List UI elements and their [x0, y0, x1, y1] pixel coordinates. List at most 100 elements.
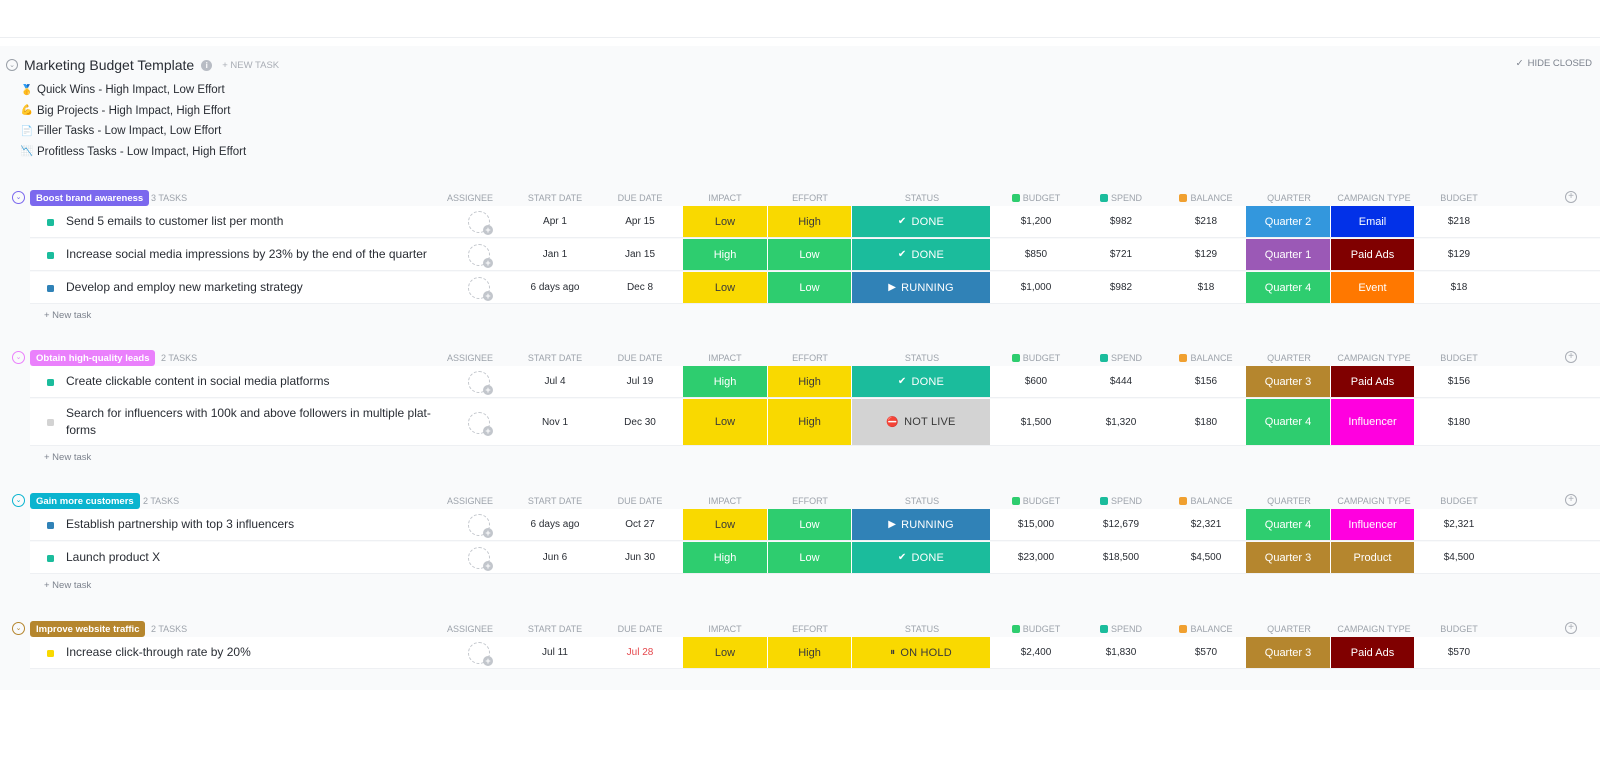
assignee-avatar-icon[interactable]: + [468, 211, 493, 235]
assignee-avatar-icon[interactable]: + [468, 411, 493, 436]
column-header-assignee[interactable]: ASSIGNEE [430, 496, 510, 506]
column-header-assignee[interactable]: ASSIGNEE [430, 353, 510, 363]
column-header-spend[interactable]: SPEND [1081, 193, 1161, 203]
budget-cell[interactable]: $2,400 [1020, 647, 1052, 658]
info-icon[interactable]: i [201, 59, 213, 71]
balance-cell[interactable]: $129 [1194, 249, 1218, 260]
impact-cell[interactable]: Low [683, 509, 768, 540]
spend-cell[interactable]: $12,679 [1102, 519, 1140, 530]
effort-cell[interactable]: Low [768, 542, 852, 573]
impact-cell[interactable]: Low [683, 206, 768, 237]
column-header-impact[interactable]: IMPACT [685, 496, 765, 506]
column-header-assignee[interactable]: ASSIGNEE [430, 193, 510, 203]
hide-closed-toggle[interactable]: ✓ HIDE CLOSED [1516, 58, 1592, 69]
effort-cell[interactable]: Low [768, 272, 852, 303]
column-header-budget[interactable]: BUDGET [996, 496, 1076, 506]
column-header-campaign-type[interactable]: CAMPAIGN TYPE [1334, 353, 1414, 363]
task-name[interactable]: Increase click-through rate by 20% [66, 644, 251, 661]
column-header-start-date[interactable]: START DATE [515, 496, 595, 506]
add-column-icon[interactable]: + [1565, 351, 1577, 363]
budget-cell[interactable]: $23,000 [1017, 552, 1055, 563]
impact-cell[interactable]: High [683, 366, 768, 397]
effort-cell[interactable]: High [768, 399, 852, 445]
group-label[interactable]: Obtain high-quality leads [30, 350, 156, 366]
column-header-status[interactable]: STATUS [882, 496, 962, 506]
quarter-cell[interactable]: Quarter 1 [1246, 239, 1331, 270]
campaign-type-cell[interactable]: Email [1331, 206, 1415, 237]
column-header-quarter[interactable]: QUARTER [1249, 353, 1329, 363]
collapse-group-icon[interactable]: ⌄ [12, 191, 25, 204]
task-status-dot[interactable] [47, 554, 54, 562]
effort-cell[interactable]: High [768, 206, 852, 237]
status-cell[interactable]: ✔ DONE [852, 366, 991, 397]
column-header-impact[interactable]: IMPACT [685, 193, 765, 203]
task-name[interactable]: Launch product X [66, 549, 160, 566]
effort-cell[interactable]: Low [768, 509, 852, 540]
budget-remaining-cell[interactable]: $570 [1447, 647, 1471, 658]
column-header-campaign-type[interactable]: CAMPAIGN TYPE [1334, 193, 1414, 203]
column-header-due-date[interactable]: DUE DATE [600, 624, 680, 634]
column-header-impact[interactable]: IMPACT [685, 624, 765, 634]
assignee-avatar-icon[interactable]: + [468, 244, 493, 268]
spend-cell[interactable]: $18,500 [1102, 552, 1140, 563]
start-date-cell[interactable]: 6 days ago [530, 519, 580, 530]
task-name[interactable]: Increase social media impressions by 23%… [66, 246, 427, 263]
column-header-status[interactable]: STATUS [882, 624, 962, 634]
due-date-cell[interactable]: Jul 19 [626, 376, 654, 387]
column-header-balance[interactable]: BALANCE [1166, 624, 1246, 634]
assignee-avatar-icon[interactable]: + [468, 277, 493, 301]
add-task-button[interactable]: + New task [44, 580, 92, 591]
column-header-quarter[interactable]: QUARTER [1249, 496, 1329, 506]
spend-cell[interactable]: $1,320 [1105, 416, 1137, 428]
group-label[interactable]: Improve website traffic [30, 621, 146, 637]
column-header-effort[interactable]: EFFORT [770, 353, 850, 363]
budget-remaining-cell[interactable]: $156 [1447, 376, 1471, 387]
column-header-effort[interactable]: EFFORT [770, 496, 850, 506]
balance-cell[interactable]: $18 [1197, 282, 1215, 293]
column-header-assignee[interactable]: ASSIGNEE [430, 624, 510, 634]
quarter-cell[interactable]: Quarter 3 [1246, 366, 1331, 397]
group-label[interactable]: Boost brand awareness [30, 190, 150, 206]
column-header-quarter[interactable]: QUARTER [1249, 193, 1329, 203]
start-date-cell[interactable]: Jul 4 [544, 376, 566, 387]
collapse-group-icon[interactable]: ⌄ [12, 622, 25, 635]
quarter-cell[interactable]: Quarter 4 [1246, 509, 1331, 540]
impact-cell[interactable]: High [683, 239, 768, 270]
column-header-spend[interactable]: SPEND [1081, 353, 1161, 363]
column-header-campaign-type[interactable]: CAMPAIGN TYPE [1334, 496, 1414, 506]
campaign-type-cell[interactable]: Event [1331, 272, 1415, 303]
start-date-cell[interactable]: Jun 6 [542, 552, 568, 563]
task-name[interactable]: Establish partnership with top 3 influen… [66, 516, 294, 533]
column-header-balance[interactable]: BALANCE [1166, 353, 1246, 363]
impact-cell[interactable]: Low [683, 399, 768, 445]
due-date-cell[interactable]: Jan 15 [624, 249, 656, 260]
balance-cell[interactable]: $4,500 [1190, 552, 1222, 563]
balance-cell[interactable]: $2,321 [1190, 519, 1222, 530]
spend-cell[interactable]: $444 [1109, 376, 1133, 387]
new-task-button[interactable]: + NEW TASK [222, 59, 280, 71]
column-header-start-date[interactable]: START DATE [515, 193, 595, 203]
task-row[interactable]: Launch product X + Jun 6 Jun 30 High Low ✔ DONE… [30, 542, 1600, 574]
budget-cell[interactable]: $1,500 [1020, 416, 1052, 428]
collapse-list-icon[interactable]: ⌄ [6, 59, 18, 71]
task-row[interactable]: Create clickable content in social media… [30, 366, 1600, 398]
column-header-budget[interactable]: BUDGET [996, 624, 1076, 634]
status-cell[interactable]: ▶ RUNNING [852, 509, 991, 540]
quarter-cell[interactable]: Quarter 4 [1246, 399, 1331, 445]
add-task-button[interactable]: + New task [44, 452, 92, 463]
column-header-budget[interactable]: BUDGET [996, 193, 1076, 203]
collapse-group-icon[interactable]: ⌄ [12, 494, 25, 507]
budget-remaining-cell[interactable]: $180 [1447, 416, 1471, 428]
column-header-effort[interactable]: EFFORT [770, 193, 850, 203]
column-header-campaign-type[interactable]: CAMPAIGN TYPE [1334, 624, 1414, 634]
column-header-spend[interactable]: SPEND [1081, 496, 1161, 506]
budget-cell[interactable]: $850 [1024, 249, 1048, 260]
quarter-cell[interactable]: Quarter 4 [1246, 272, 1331, 303]
balance-cell[interactable]: $218 [1194, 216, 1218, 227]
status-cell[interactable]: ✔ DONE [852, 239, 991, 270]
column-header-budget2[interactable]: BUDGET [1419, 193, 1499, 203]
column-header-impact[interactable]: IMPACT [685, 353, 765, 363]
start-date-cell[interactable]: Nov 1 [541, 416, 569, 428]
column-header-effort[interactable]: EFFORT [770, 624, 850, 634]
column-header-due-date[interactable]: DUE DATE [600, 193, 680, 203]
